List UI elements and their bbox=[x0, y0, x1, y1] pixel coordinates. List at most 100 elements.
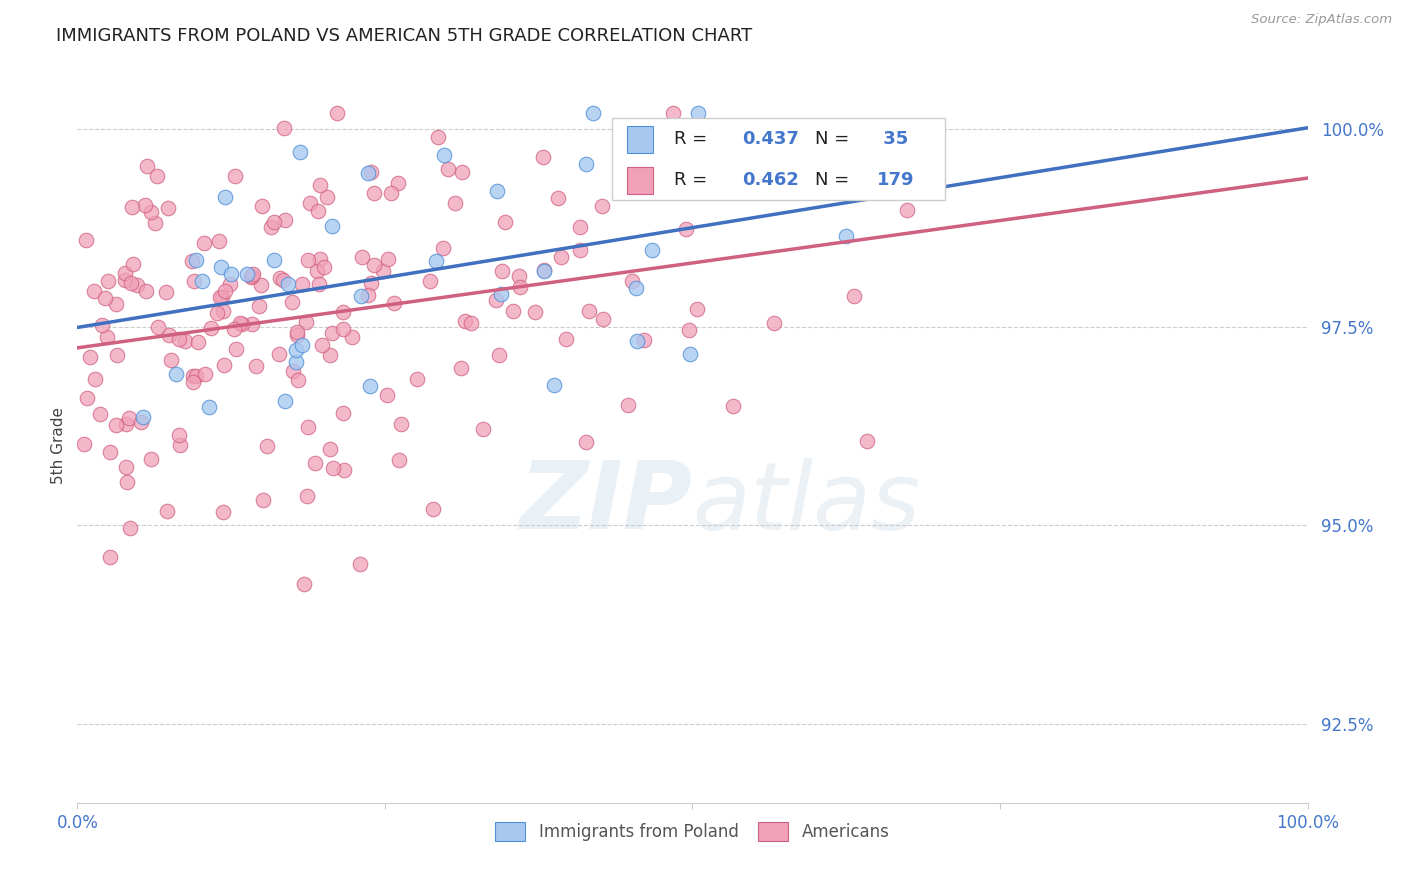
Point bbox=[322, 460, 344, 475]
Point bbox=[211, 506, 233, 520]
Point bbox=[193, 367, 215, 381]
Y-axis label: 5th Grade: 5th Grade bbox=[51, 408, 66, 484]
Point bbox=[709, 121, 731, 136]
Point bbox=[267, 347, 290, 361]
Point bbox=[308, 277, 330, 292]
Point bbox=[240, 269, 263, 284]
Point bbox=[333, 463, 356, 477]
Point bbox=[349, 289, 371, 303]
Point bbox=[294, 577, 316, 591]
Point bbox=[200, 321, 222, 335]
Point bbox=[437, 162, 460, 177]
Text: IMMIGRANTS FROM POLAND VS AMERICAN 5TH GRADE CORRELATION CHART: IMMIGRANTS FROM POLAND VS AMERICAN 5TH G… bbox=[56, 27, 752, 45]
Point bbox=[575, 435, 598, 450]
Point bbox=[84, 372, 107, 386]
Point bbox=[471, 422, 494, 436]
Point bbox=[231, 317, 253, 331]
Point bbox=[575, 156, 598, 170]
Point bbox=[143, 216, 166, 230]
Point bbox=[309, 178, 332, 193]
Point bbox=[219, 267, 242, 281]
Point bbox=[263, 253, 285, 268]
Point bbox=[679, 347, 702, 361]
Point bbox=[900, 125, 922, 139]
Point bbox=[117, 410, 139, 425]
Point bbox=[89, 407, 111, 421]
Point bbox=[169, 438, 191, 452]
Point bbox=[624, 281, 647, 295]
Point bbox=[686, 301, 709, 316]
Point bbox=[250, 199, 273, 213]
Point bbox=[444, 195, 467, 210]
Point bbox=[287, 328, 309, 343]
Point bbox=[263, 215, 285, 229]
Point bbox=[297, 489, 319, 503]
Point bbox=[236, 267, 259, 281]
Point bbox=[225, 342, 247, 356]
Point bbox=[139, 452, 162, 467]
Point bbox=[555, 332, 578, 346]
Point bbox=[180, 253, 202, 268]
Point bbox=[76, 392, 98, 406]
Point bbox=[582, 106, 605, 120]
Point bbox=[696, 128, 718, 143]
Point bbox=[181, 375, 204, 389]
Point bbox=[568, 243, 591, 257]
Point bbox=[167, 332, 190, 346]
Point bbox=[146, 320, 169, 334]
Point bbox=[360, 276, 382, 290]
Point bbox=[197, 401, 219, 415]
Point bbox=[419, 274, 441, 288]
Point bbox=[543, 378, 565, 392]
Point bbox=[141, 205, 163, 219]
Point bbox=[129, 415, 152, 429]
Point bbox=[494, 215, 516, 229]
Point bbox=[96, 274, 118, 288]
Point bbox=[332, 322, 354, 336]
Point bbox=[321, 219, 343, 233]
Point bbox=[291, 277, 314, 292]
Point bbox=[134, 198, 156, 212]
Point bbox=[117, 475, 139, 489]
Point bbox=[569, 219, 592, 234]
Point bbox=[214, 284, 236, 298]
Point bbox=[380, 186, 402, 200]
Point bbox=[359, 379, 381, 393]
Point bbox=[375, 388, 398, 402]
Point bbox=[309, 252, 332, 267]
Point bbox=[127, 278, 149, 293]
Point bbox=[218, 277, 240, 292]
Point bbox=[316, 190, 339, 204]
Point bbox=[224, 322, 246, 336]
Point bbox=[533, 263, 555, 277]
Point bbox=[363, 186, 385, 200]
Point bbox=[186, 253, 208, 268]
Point bbox=[287, 373, 309, 387]
Point bbox=[183, 274, 205, 288]
Point bbox=[240, 269, 263, 284]
Text: atlas: atlas bbox=[693, 458, 921, 549]
Point bbox=[79, 350, 101, 364]
Point bbox=[311, 338, 333, 352]
Point bbox=[105, 348, 128, 362]
Point bbox=[211, 304, 233, 318]
Point bbox=[349, 557, 371, 571]
Point bbox=[115, 417, 138, 431]
Point bbox=[591, 199, 613, 213]
Point bbox=[675, 222, 697, 236]
Point bbox=[509, 279, 531, 293]
Point bbox=[98, 549, 121, 564]
Point bbox=[83, 284, 105, 298]
Point bbox=[342, 330, 364, 344]
Point bbox=[136, 159, 159, 173]
Point bbox=[332, 406, 354, 420]
Point bbox=[209, 290, 232, 304]
Point bbox=[655, 168, 678, 182]
Point bbox=[273, 120, 295, 135]
Text: ZIP: ZIP bbox=[520, 457, 693, 549]
Point bbox=[94, 291, 117, 305]
Point bbox=[360, 165, 382, 179]
Point bbox=[156, 201, 179, 215]
Point bbox=[96, 329, 118, 343]
Point bbox=[120, 276, 142, 290]
